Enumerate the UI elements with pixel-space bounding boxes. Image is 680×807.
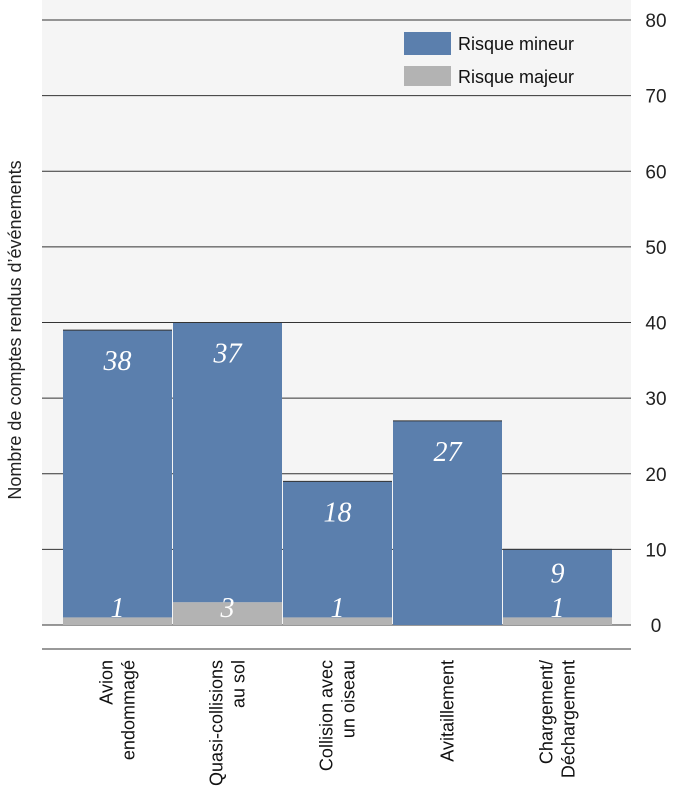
data-label-risque-mineur: 37 [213, 339, 243, 370]
bar-risque-mineur [283, 481, 392, 618]
y-tick-label: 0 [651, 616, 662, 637]
y-axis-label: Nombre de comptes rendus d’événements [5, 160, 25, 499]
legend-label-risque-majeur: Risque majeur [458, 67, 574, 87]
data-label-risque-majeur: 1 [111, 593, 125, 624]
bar-risque-mineur [503, 549, 612, 618]
legend-swatch-risque-mineur [404, 32, 451, 55]
category-label: endommagé [119, 660, 139, 760]
legend-label-risque-mineur: Risque mineur [458, 34, 574, 54]
category-label: un oiseau [339, 660, 359, 738]
bar-risque-majeur [173, 602, 282, 625]
bar-risque-majeur [503, 617, 612, 625]
y-tick-label: 20 [645, 465, 666, 486]
category-label: Chargement/ [537, 660, 557, 764]
category-label: Quasi-collisions [207, 660, 227, 786]
legend: Risque mineur Risque majeur [404, 32, 574, 87]
data-label-risque-mineur: 9 [551, 558, 565, 589]
data-label-risque-majeur: 3 [220, 593, 235, 624]
y-axis-ticks: 0 10 20 30 40 50 60 70 80 [645, 11, 666, 637]
category-label: Déchargement [559, 660, 579, 778]
bars [63, 322, 612, 625]
bar-risque-mineur [173, 322, 282, 603]
y-tick-label: 10 [645, 540, 666, 561]
data-label-risque-majeur: 1 [331, 593, 345, 624]
y-tick-label: 80 [645, 11, 666, 32]
category-label: Avitaillement [438, 660, 458, 762]
category-labels: Avion endommagé Quasi-collisions au sol Coll… [97, 660, 579, 786]
data-label-risque-majeur: 1 [551, 593, 565, 624]
y-tick-label: 70 [645, 87, 666, 108]
category-label: Avion [97, 660, 117, 705]
category-label: au sol [229, 660, 249, 708]
category-label: Collision avec [317, 660, 337, 771]
data-labels: 38 1 37 3 18 1 27 9 1 [103, 339, 565, 625]
data-label-risque-mineur: 38 [103, 346, 132, 377]
bar-risque-mineur [63, 330, 172, 618]
y-tick-label: 30 [645, 389, 666, 410]
bar-risque-majeur [283, 617, 392, 625]
y-tick-label: 50 [645, 238, 666, 259]
y-tick-label: 60 [645, 162, 666, 183]
data-label-risque-mineur: 18 [324, 497, 352, 528]
bar-risque-majeur [63, 617, 172, 625]
data-label-risque-mineur: 27 [434, 437, 463, 468]
bar-risque-mineur [393, 420, 502, 625]
legend-swatch-risque-majeur [404, 66, 451, 86]
y-tick-label: 40 [645, 314, 666, 335]
